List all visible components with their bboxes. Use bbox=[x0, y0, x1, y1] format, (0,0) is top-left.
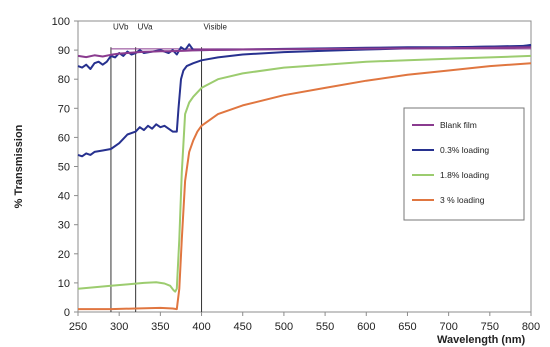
x-tick-label: 800 bbox=[522, 321, 540, 333]
series-line bbox=[77, 44, 532, 158]
x-tick-label: 500 bbox=[275, 321, 293, 333]
x-tick-label: 250 bbox=[69, 321, 87, 333]
x-tick-label: 600 bbox=[357, 321, 375, 333]
y-tick-label: 90 bbox=[58, 45, 70, 57]
x-axis-title: Wavelength (nm) bbox=[437, 334, 526, 346]
x-tick-label: 350 bbox=[151, 321, 169, 333]
series-line bbox=[78, 62, 532, 311]
legend-label: 0.3% loading bbox=[440, 145, 489, 155]
x-tick-label: 700 bbox=[439, 321, 457, 333]
y-tick-label: 80 bbox=[58, 74, 70, 86]
x-tick-label: 400 bbox=[192, 321, 210, 333]
legend-label: Blank film bbox=[440, 120, 477, 130]
legend-label: 3 % loading bbox=[440, 195, 485, 205]
legend-box bbox=[403, 107, 525, 221]
region-marker-label: UVa bbox=[138, 23, 154, 32]
series-line bbox=[77, 46, 532, 59]
y-tick-label: 30 bbox=[58, 220, 70, 232]
y-tick-label: 100 bbox=[52, 16, 70, 28]
x-tick-label: 300 bbox=[110, 321, 128, 333]
region-marker-label: Visible bbox=[204, 23, 228, 32]
x-tick-label: 750 bbox=[481, 321, 499, 333]
x-tick-label: 450 bbox=[234, 321, 252, 333]
y-tick-label: 0 bbox=[64, 307, 70, 319]
y-axis-title-group: % Transmission bbox=[13, 124, 25, 208]
region-marker-label: UVb bbox=[113, 23, 129, 32]
x-tick-label: 650 bbox=[398, 321, 416, 333]
y-tick-label: 40 bbox=[58, 191, 70, 203]
y-axis-title: % Transmission bbox=[13, 124, 25, 208]
legend-label: 1.8% loading bbox=[440, 170, 489, 180]
legend: Blank film 0.3% loading 1.8% loading 3 % lo… bbox=[403, 107, 525, 221]
series-lines bbox=[77, 43, 532, 311]
y-tick-label: 60 bbox=[58, 132, 70, 144]
y-tick-label: 20 bbox=[58, 249, 70, 261]
series-line bbox=[77, 54, 532, 293]
y-tick-label: 50 bbox=[58, 162, 70, 174]
y-tick-label: 10 bbox=[58, 278, 70, 290]
x-tick-label: 550 bbox=[316, 321, 334, 333]
axis-ticks: 250 300 350 400 450 500 550 600 650 700 750 800 0 10 2… bbox=[52, 16, 541, 333]
y-tick-label: 70 bbox=[58, 103, 70, 115]
